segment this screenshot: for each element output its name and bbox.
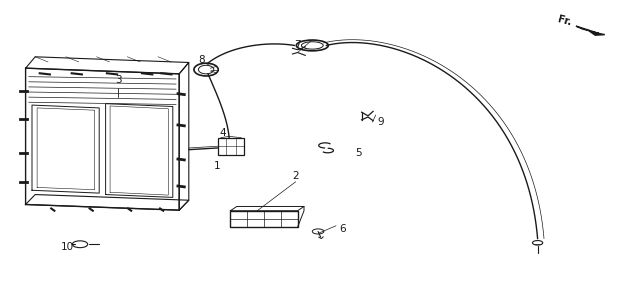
Text: 6: 6 bbox=[339, 224, 346, 234]
Polygon shape bbox=[576, 26, 605, 35]
Text: 5: 5 bbox=[355, 148, 362, 158]
Bar bbox=[218, 138, 244, 155]
Bar bbox=[230, 211, 298, 227]
Text: 7: 7 bbox=[294, 40, 301, 51]
Text: 9: 9 bbox=[378, 117, 384, 127]
Text: 4: 4 bbox=[220, 128, 226, 139]
Text: 8: 8 bbox=[198, 55, 205, 65]
Text: Fr.: Fr. bbox=[556, 15, 573, 28]
Text: 2: 2 bbox=[292, 171, 299, 181]
Text: 10: 10 bbox=[61, 242, 74, 252]
Text: 3: 3 bbox=[115, 74, 122, 85]
Text: 1: 1 bbox=[214, 161, 221, 171]
